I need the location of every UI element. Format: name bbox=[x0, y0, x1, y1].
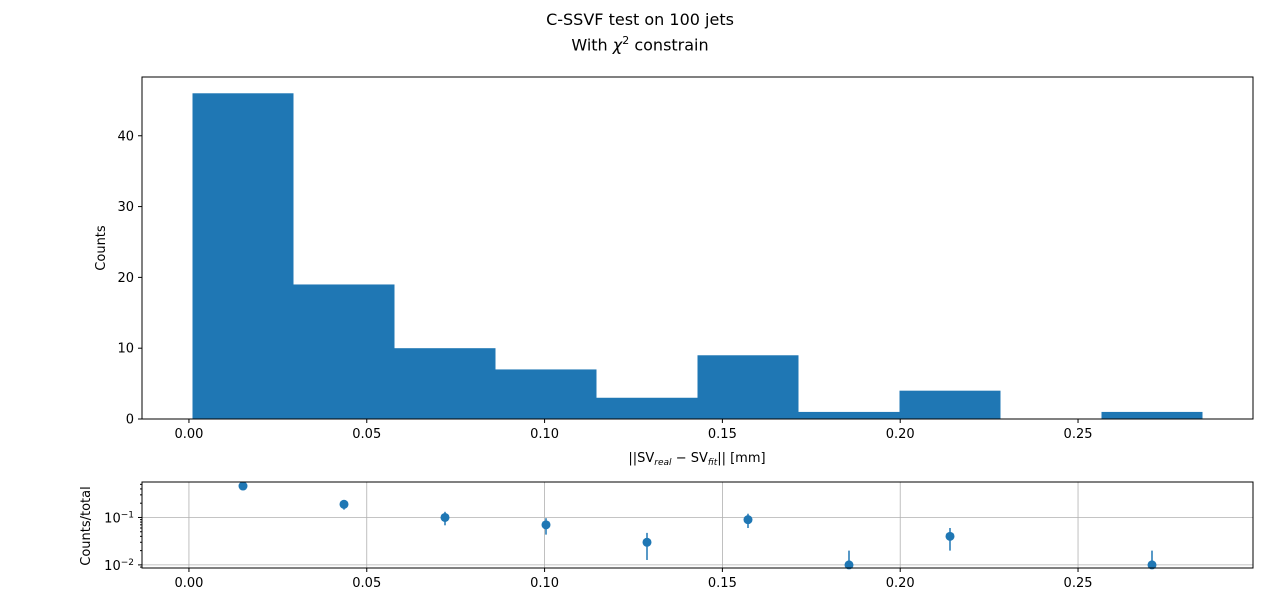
histogram-xtick-label: 0.00 bbox=[174, 427, 203, 442]
ratio-xtick-label: 0.15 bbox=[708, 576, 737, 591]
ratio-ytick-label: 10−2 bbox=[104, 558, 134, 574]
ratio-point bbox=[844, 560, 854, 570]
histogram-ytick-label: 10 bbox=[117, 342, 134, 357]
figure-subtitle: With χ2 constrain bbox=[0, 34, 1280, 54]
ratio-ytick-label: 10−1 bbox=[104, 510, 134, 526]
ratio-point bbox=[541, 520, 551, 530]
histogram-xlabel: ||SVreal − SVfit|| [mm] bbox=[628, 451, 765, 468]
histogram-bar bbox=[596, 397, 698, 419]
ratio-point bbox=[1147, 560, 1157, 570]
ratio-point bbox=[642, 537, 652, 547]
subtitle-prefix: With bbox=[571, 35, 613, 55]
histogram-bar bbox=[1101, 411, 1203, 419]
histogram-ytick-label: 40 bbox=[117, 129, 134, 144]
histogram-bar bbox=[495, 369, 597, 419]
ratio-xtick-label: 0.20 bbox=[886, 576, 915, 591]
ratio-panel: 0.00 0.05 0.10 0.15 0.20 0.25 10−2 10−1 bbox=[104, 481, 1254, 591]
histogram-ylabel: Counts bbox=[94, 225, 109, 271]
histogram-ytick-label: 0 bbox=[126, 413, 134, 428]
histogram-ytick-label: 30 bbox=[117, 200, 134, 215]
histogram-bar bbox=[899, 390, 1001, 419]
histogram-xtick-label: 0.25 bbox=[1064, 427, 1093, 442]
histogram-xtick-label: 0.10 bbox=[530, 427, 559, 442]
histogram-axes-frame bbox=[141, 76, 1254, 420]
histogram-bar bbox=[697, 355, 799, 419]
ratio-xtick-label: 0.05 bbox=[352, 576, 381, 591]
histogram-xtick-label: 0.20 bbox=[886, 427, 915, 442]
ratio-point bbox=[339, 499, 349, 509]
ratio-ylabel: Counts/total bbox=[79, 486, 94, 566]
ratio-axes-frame bbox=[141, 481, 1254, 569]
chi-symbol: χ bbox=[612, 35, 623, 55]
ratio-xtick-label: 0.00 bbox=[174, 576, 203, 591]
ratio-xtick-label: 0.25 bbox=[1064, 576, 1093, 591]
ratio-point bbox=[743, 515, 753, 525]
ratio-xtick-label: 0.10 bbox=[530, 576, 559, 591]
figure-title: C-SSVF test on 100 jets bbox=[546, 10, 734, 29]
histogram-bar bbox=[293, 284, 395, 419]
histogram-xtick-label: 0.05 bbox=[352, 427, 381, 442]
histogram-bar bbox=[192, 93, 294, 420]
chi-exponent: 2 bbox=[622, 34, 630, 47]
ratio-point bbox=[238, 481, 248, 491]
histogram-bar bbox=[798, 411, 900, 419]
histogram-panel: 0.00 0.05 0.10 0.15 0.20 0.25 0 10 20 30 40 bbox=[117, 76, 1254, 442]
histogram-bar bbox=[394, 348, 496, 419]
subtitle-suffix: constrain bbox=[629, 35, 709, 55]
histogram-xtick-label: 0.15 bbox=[708, 427, 737, 442]
histogram-ytick-label: 20 bbox=[117, 271, 134, 286]
ratio-point bbox=[440, 512, 450, 522]
ratio-point bbox=[945, 531, 955, 541]
